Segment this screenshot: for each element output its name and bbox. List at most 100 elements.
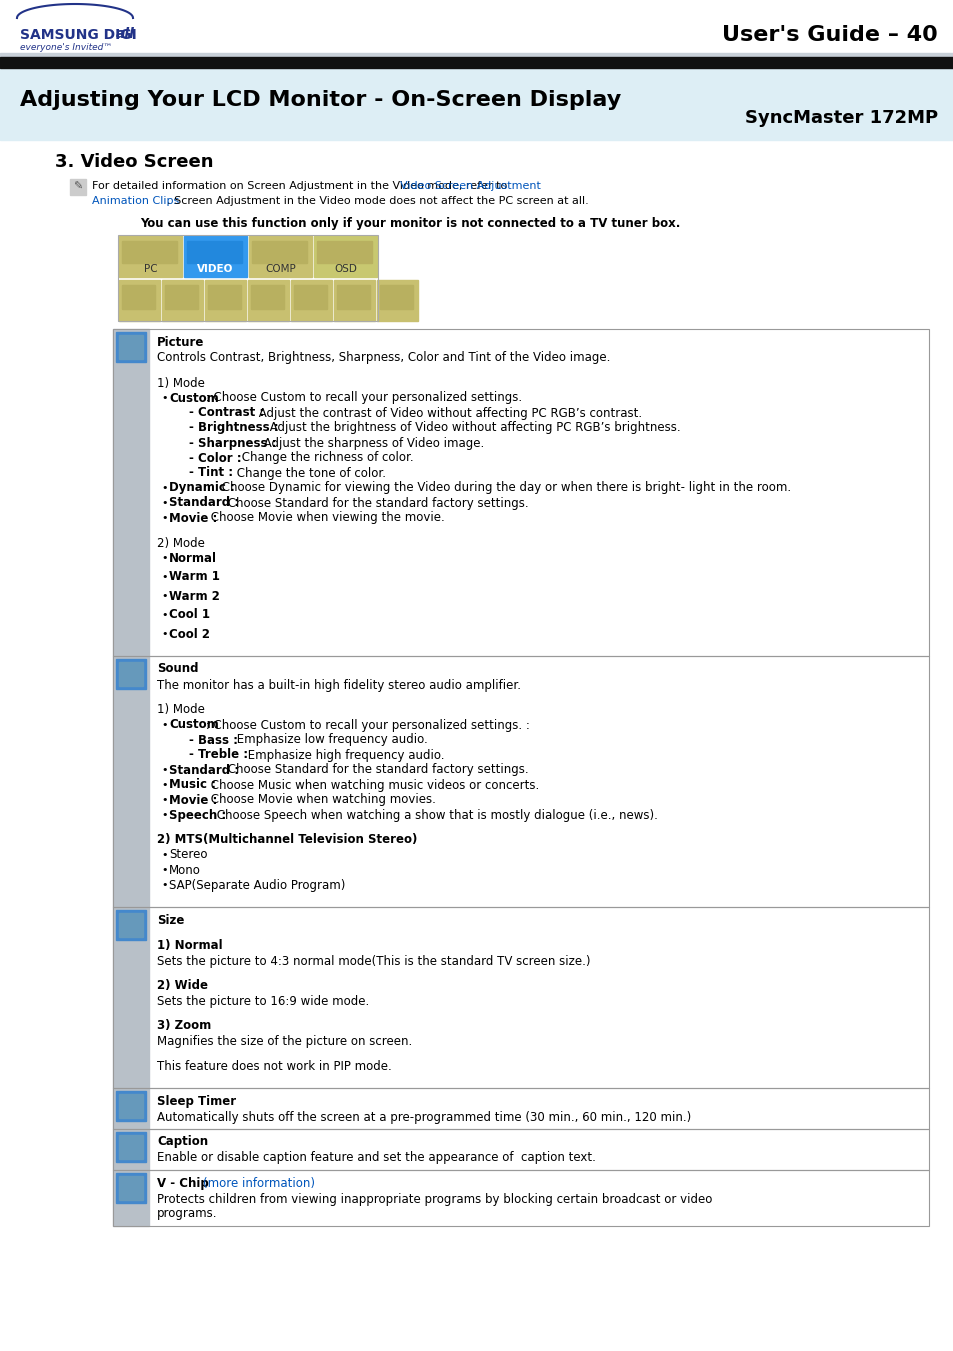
Bar <box>162 280 203 322</box>
Text: 2) Mode: 2) Mode <box>157 536 205 550</box>
Text: SyncMaster 172MP: SyncMaster 172MP <box>744 109 937 127</box>
Text: Movie :: Movie : <box>169 793 217 807</box>
Text: •: • <box>161 865 168 875</box>
Text: Choose Music when watching music videos or concerts.: Choose Music when watching music videos … <box>208 778 539 792</box>
Text: Sound: Sound <box>157 662 198 676</box>
Bar <box>294 285 327 309</box>
Text: Choose Dynamic for viewing the Video during the day or when there is bright- lig: Choose Dynamic for viewing the Video dur… <box>218 481 791 494</box>
Text: •: • <box>161 794 168 805</box>
Text: •: • <box>161 499 168 508</box>
Text: 1) Mode: 1) Mode <box>157 377 205 389</box>
Bar <box>376 280 417 322</box>
Bar <box>249 236 312 277</box>
Bar <box>119 335 143 359</box>
Text: The monitor has a built-in high fidelity stereo audio amplifier.: The monitor has a built-in high fidelity… <box>157 678 520 692</box>
Bar <box>112 330 928 657</box>
Text: Video Screen Adjustment: Video Screen Adjustment <box>399 181 540 190</box>
Bar <box>112 907 149 1088</box>
Bar <box>119 280 160 322</box>
Text: 1) Normal: 1) Normal <box>157 939 222 952</box>
Bar <box>116 1173 146 1202</box>
Bar <box>165 285 198 309</box>
Bar <box>112 657 149 907</box>
Bar <box>184 236 247 277</box>
Text: Adjusting Your LCD Monitor - On-Screen Display: Adjusting Your LCD Monitor - On-Screen D… <box>20 91 620 109</box>
Bar <box>119 1135 143 1159</box>
Bar <box>0 68 953 141</box>
Bar <box>112 1088 149 1129</box>
Text: •: • <box>161 850 168 861</box>
Text: 2) MTS(Multichannel Television Stereo): 2) MTS(Multichannel Television Stereo) <box>157 834 417 847</box>
Text: User's Guide – 40: User's Guide – 40 <box>721 26 937 45</box>
Text: Cool 1: Cool 1 <box>169 608 210 621</box>
Text: Sleep Timer: Sleep Timer <box>157 1094 236 1108</box>
Text: : Choose Custom to recall your personalized settings.: : Choose Custom to recall your personali… <box>202 392 521 404</box>
Bar <box>122 285 154 309</box>
Text: - Bass :: - Bass : <box>189 734 237 747</box>
Text: •: • <box>161 513 168 523</box>
Text: : Choose Custom to recall your personalized settings. :: : Choose Custom to recall your personali… <box>202 719 529 731</box>
Text: Change the richness of color.: Change the richness of color. <box>238 451 414 465</box>
Bar <box>112 1170 928 1225</box>
Text: Normal: Normal <box>169 551 216 565</box>
Bar <box>0 53 953 57</box>
Text: 3) Zoom: 3) Zoom <box>157 1020 211 1032</box>
Text: 1) Mode: 1) Mode <box>157 704 205 716</box>
Text: Sets the picture to 16:9 wide mode.: Sets the picture to 16:9 wide mode. <box>157 994 369 1008</box>
Bar <box>252 240 307 263</box>
Text: Standard :: Standard : <box>169 497 239 509</box>
Text: •: • <box>161 393 168 403</box>
Text: Adjust the contrast of Video without affecting PC RGB’s contrast.: Adjust the contrast of Video without aff… <box>254 407 641 420</box>
Bar <box>122 240 177 263</box>
Bar <box>291 280 332 322</box>
Text: Movie :: Movie : <box>169 512 217 524</box>
Bar <box>119 1094 143 1119</box>
Bar <box>112 657 928 907</box>
Text: •: • <box>161 720 168 730</box>
Text: Choose Standard for the standard factory settings.: Choose Standard for the standard factory… <box>224 497 528 509</box>
Text: - Sharpness :: - Sharpness : <box>189 436 276 450</box>
Text: Sets the picture to 4:3 normal mode(This is the standard TV screen size.): Sets the picture to 4:3 normal mode(This… <box>157 955 590 967</box>
Text: - Contrast :: - Contrast : <box>189 407 264 420</box>
Bar <box>0 57 953 68</box>
Text: Emphasize high frequency audio.: Emphasize high frequency audio. <box>244 748 444 762</box>
Text: Protects children from viewing inappropriate programs by blocking certain broadc: Protects children from viewing inappropr… <box>157 1193 712 1205</box>
Text: SAMSUNG DIGI: SAMSUNG DIGI <box>20 28 136 42</box>
Text: Custom: Custom <box>169 392 218 404</box>
Text: •: • <box>161 880 168 890</box>
Bar <box>116 911 146 940</box>
Text: •: • <box>161 811 168 820</box>
Text: ✎: ✎ <box>73 182 83 192</box>
Text: programs.: programs. <box>157 1208 217 1220</box>
Text: Animation Clips: Animation Clips <box>91 196 179 205</box>
Text: For detailed information on Screen Adjustment in the Video mode, refer to: For detailed information on Screen Adjus… <box>91 181 510 190</box>
Bar <box>248 280 289 322</box>
Text: Standard :: Standard : <box>169 763 239 777</box>
Text: OSD: OSD <box>334 263 356 274</box>
Bar <box>205 280 246 322</box>
Bar <box>119 662 143 686</box>
Text: V - Chip: V - Chip <box>157 1177 209 1189</box>
Bar <box>334 280 375 322</box>
Bar <box>112 907 928 1088</box>
Text: 3. Video Screen: 3. Video Screen <box>55 153 213 172</box>
Bar <box>0 0 953 55</box>
Text: all: all <box>116 27 134 41</box>
Text: COMP: COMP <box>265 263 295 274</box>
Text: Emphasize low frequency audio.: Emphasize low frequency audio. <box>233 734 427 747</box>
Text: Warm 2: Warm 2 <box>169 589 219 603</box>
Text: •: • <box>161 780 168 790</box>
Text: Change the tone of color.: Change the tone of color. <box>233 466 386 480</box>
Text: Dynamic :: Dynamic : <box>169 481 234 494</box>
Bar <box>187 240 242 263</box>
Text: Mono: Mono <box>169 863 201 877</box>
Bar <box>336 285 370 309</box>
Text: Cool 2: Cool 2 <box>169 627 210 640</box>
Text: Choose Standard for the standard factory settings.: Choose Standard for the standard factory… <box>224 763 528 777</box>
Text: Stereo: Stereo <box>169 848 208 862</box>
Text: Automatically shuts off the screen at a pre-programmed time (30 min., 60 min., 1: Automatically shuts off the screen at a … <box>157 1111 691 1124</box>
Text: - Color :: - Color : <box>189 451 241 465</box>
Text: Music :: Music : <box>169 778 215 792</box>
Bar <box>112 1129 149 1170</box>
Text: This feature does not work in PIP mode.: This feature does not work in PIP mode. <box>157 1059 392 1073</box>
